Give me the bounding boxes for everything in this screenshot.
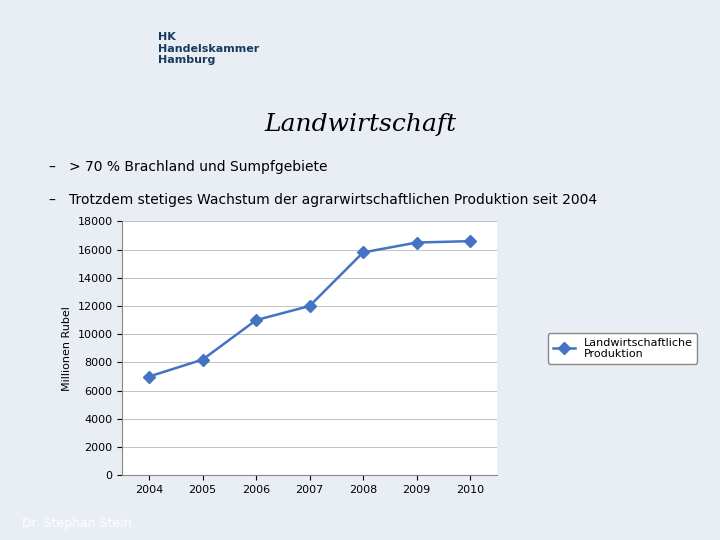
Text: HK
Handelskammer
Hamburg: HK Handelskammer Hamburg — [158, 32, 260, 65]
Y-axis label: Millionen Rubel: Millionen Rubel — [62, 306, 72, 391]
Text: –   Trotzdem stetiges Wachstum der agrarwirtschaftlichen Produktion seit 2004: – Trotzdem stetiges Wachstum der agrarwi… — [49, 193, 597, 207]
Text: –   > 70 % Brachland und Sumpfgebiete: – > 70 % Brachland und Sumpfgebiete — [49, 160, 328, 174]
Text: Dr. Stephan Stein: Dr. Stephan Stein — [22, 517, 131, 530]
Legend: Landwirtschaftliche
Produktion: Landwirtschaftliche Produktion — [548, 333, 697, 363]
Text: Landwirtschaft: Landwirtschaft — [264, 113, 456, 136]
